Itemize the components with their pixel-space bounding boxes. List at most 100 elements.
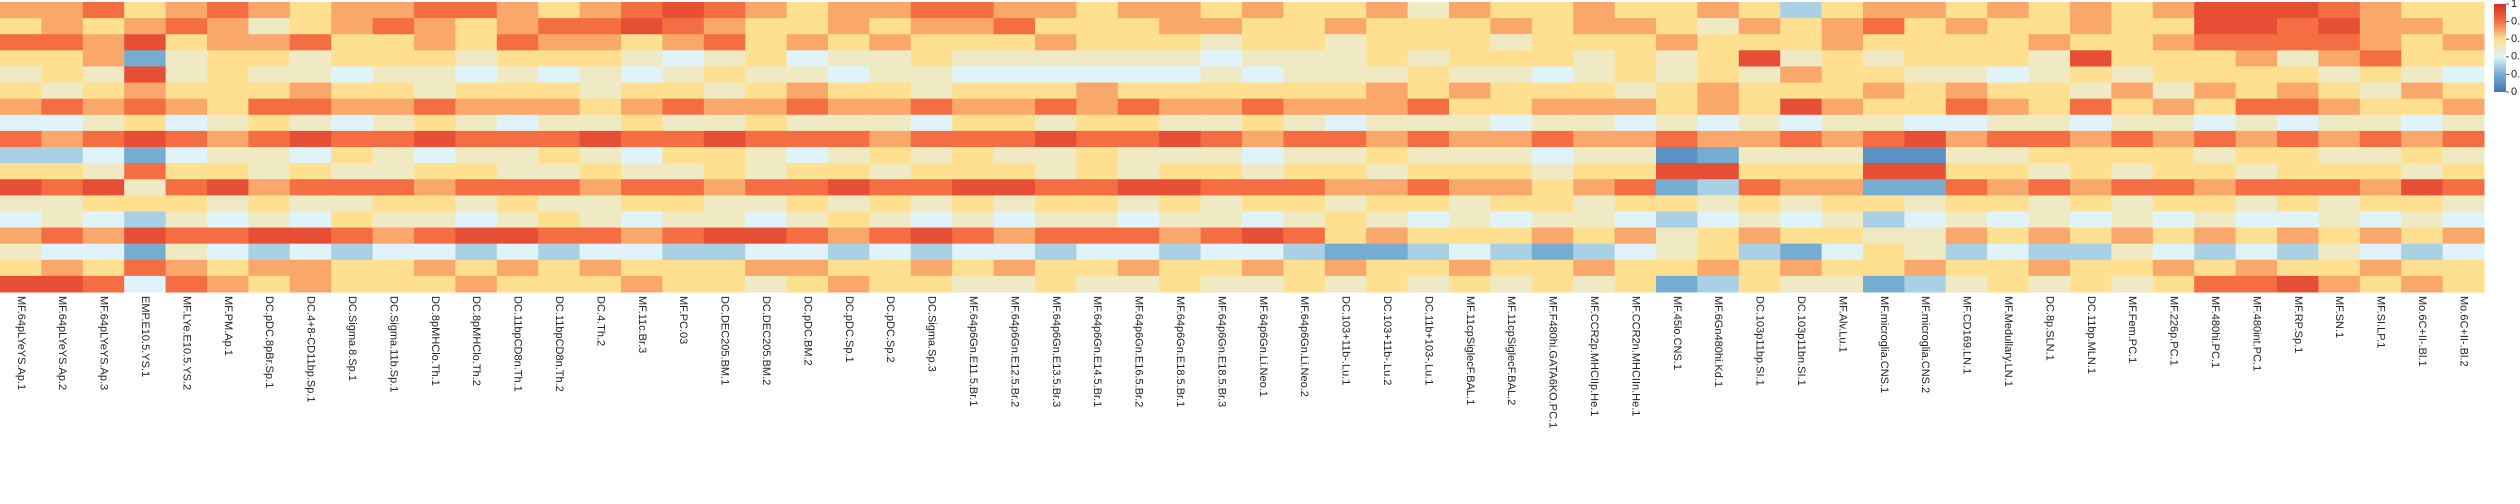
heatmap-cell [1407,195,1450,212]
column-label: MF.6Gn480hi.Kd.1 [1712,296,1724,387]
heatmap-cell [1242,227,1284,245]
heatmap-cell [1242,130,1284,148]
heatmap-cell [952,179,995,196]
heatmap-cell [1614,2,1657,19]
heatmap-cell [910,130,953,148]
heatmap-cell [662,259,705,277]
heatmap-cell [455,18,498,35]
heatmap-cell [2235,66,2278,84]
heatmap-cell [2401,2,2444,19]
heatmap-cell [1324,130,1367,148]
heatmap-cell [869,34,912,51]
heatmap-cell [1407,275,1450,293]
heatmap-cell [1945,147,1988,164]
heatmap-cell [621,34,663,51]
heatmap-cell [621,98,663,116]
heatmap-cell [1987,259,2030,277]
heatmap-cell [289,179,332,196]
heatmap-cell [289,34,332,51]
heatmap-cell [621,2,663,19]
heatmap-cell [2318,66,2361,84]
heatmap-cell [1780,2,1823,19]
heatmap-cell [1159,211,1202,229]
heatmap-cell [2442,259,2485,277]
column-label: MF.480int.PC.1 [2250,296,2262,371]
heatmap-cell [1449,179,1491,196]
heatmap-cell [331,98,374,116]
heatmap-cell [1821,18,1864,35]
heatmap-cell [1531,18,1574,35]
heatmap-cell [248,179,291,196]
heatmap-cell [1780,275,1823,293]
heatmap-cell [2194,18,2237,35]
heatmap-cell [289,163,332,180]
heatmap-cell [828,98,870,116]
heatmap-cell [869,2,912,19]
heatmap-cell [2442,18,2485,35]
heatmap-cell [1738,66,1781,84]
heatmap-cell [207,227,249,245]
heatmap-cell [1159,147,1202,164]
heatmap-cell [1531,179,1574,196]
heatmap-cell [621,163,663,180]
heatmap-cell [2318,18,2361,35]
heatmap-cell [455,179,498,196]
heatmap-cell [207,163,249,180]
heatmap-cell [82,98,125,116]
heatmap-cell [579,163,622,180]
heatmap-cell [952,227,995,245]
heatmap-cell [1076,163,1119,180]
heatmap-cell [372,98,415,116]
heatmap-cell [1987,98,2030,116]
heatmap-cell [289,66,332,84]
heatmap-cell [2442,179,2485,196]
heatmap-cell [1200,211,1243,229]
heatmap-cell [1117,98,1160,116]
heatmap-cell [2194,114,2237,132]
heatmap-cell [331,275,374,293]
heatmap-cell [2194,275,2237,293]
heatmap-cell [2401,211,2444,229]
heatmap-cell [207,211,249,229]
heatmap-cell [662,2,705,19]
heatmap-cell [1697,18,1740,35]
heatmap-cell [2111,147,2154,164]
heatmap-cell [1531,259,1574,277]
heatmap-cell [1117,18,1160,35]
heatmap-cell [1614,259,1657,277]
heatmap-cell [1407,34,1450,51]
heatmap-cell [2070,243,2112,261]
column-label: DC.11bpCD8n.Th.2 [553,296,565,392]
heatmap-cell [1987,243,2030,261]
heatmap-cell [2401,275,2444,293]
heatmap-cell [1697,130,1740,148]
heatmap-cell [828,259,870,277]
heatmap-cell [289,147,332,164]
heatmap-cell [41,147,84,164]
heatmap-cell [910,34,953,51]
heatmap-cell [2028,98,2071,116]
heatmap-cell [165,163,208,180]
heatmap-cell [1614,18,1657,35]
column-label: MF.64p6Gn.E16.5.Br.2 [1133,296,1145,407]
heatmap-cell [910,98,953,116]
column-label: MF.RP.Sp.1 [2292,296,2304,353]
heatmap-cell [2028,275,2071,293]
heatmap-cell [207,34,249,51]
heatmap-cell [869,130,912,148]
heatmap-cell [1366,163,1409,180]
heatmap-cell [0,211,42,229]
heatmap-cell [2442,2,2485,19]
heatmap-cell [1117,2,1160,19]
heatmap-cell [1614,114,1657,132]
heatmap-cell [1656,227,1698,245]
heatmap-cell [1863,243,1905,261]
heatmap-cell [1987,147,2030,164]
heatmap-cell [82,227,125,245]
heatmap-cell [124,227,167,245]
heatmap-cell [455,163,498,180]
heatmap-cell [1987,2,2030,19]
heatmap-cell [41,18,84,35]
heatmap-cell [1159,195,1202,212]
